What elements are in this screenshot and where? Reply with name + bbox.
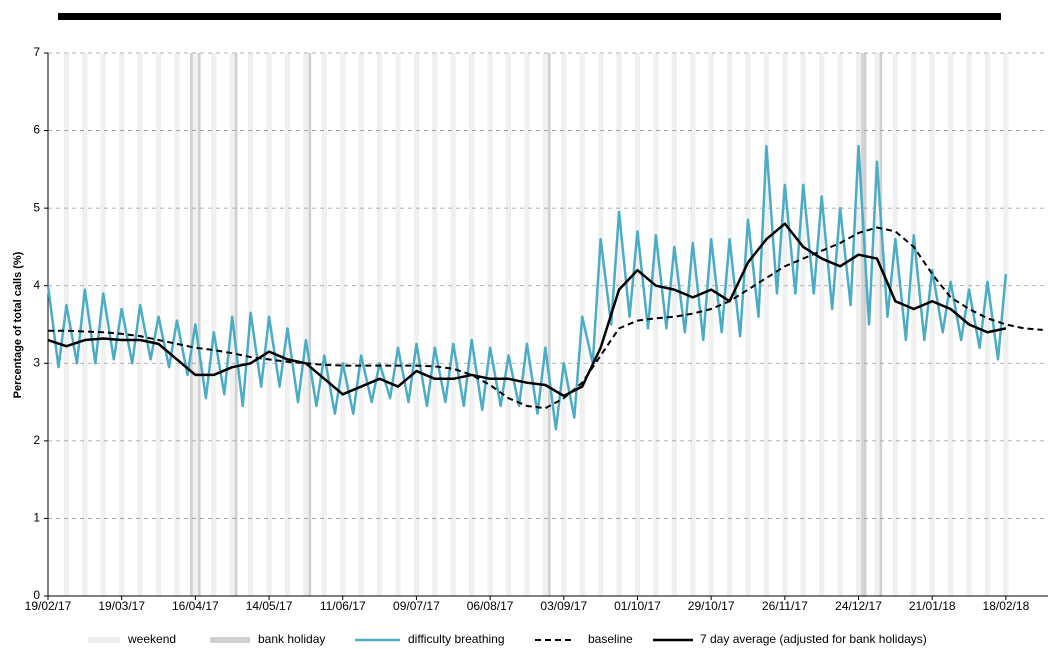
weekend-band xyxy=(432,53,438,596)
x-tick-label: 03/09/17 xyxy=(540,599,587,613)
x-tick-label: 06/08/17 xyxy=(467,599,514,613)
weekend-band xyxy=(837,53,843,596)
bank-holiday-band xyxy=(861,53,864,596)
weekend-band xyxy=(653,53,659,596)
weekend-band xyxy=(82,53,88,596)
header-bar xyxy=(58,13,1001,20)
x-tick-label: 19/02/17 xyxy=(25,599,72,613)
x-tick-label: 26/11/17 xyxy=(762,599,808,613)
legend-label: difficulty breathing xyxy=(408,632,505,646)
weekend-band xyxy=(855,53,862,596)
weekend-band xyxy=(284,53,291,596)
x-tick-label: 09/07/17 xyxy=(393,599,440,613)
series-line xyxy=(46,144,1008,431)
x-tick-label: 16/04/17 xyxy=(172,599,219,613)
weekend-band xyxy=(892,53,898,596)
weekend-band xyxy=(155,53,162,596)
weekend-band xyxy=(726,53,733,596)
weekend-band xyxy=(100,53,106,596)
weekend-band xyxy=(745,53,751,596)
y-tick-label: 7 xyxy=(33,45,40,59)
x-tick-label: 11/06/17 xyxy=(320,599,366,613)
weekend-band xyxy=(63,53,70,596)
weekend-band xyxy=(487,53,493,596)
bank-holiday-band xyxy=(863,53,867,596)
x-tick-label: 18/02/18 xyxy=(983,599,1030,613)
y-tick-label: 0 xyxy=(33,588,40,602)
weekend-band xyxy=(358,53,364,596)
x-tick-label: 24/12/17 xyxy=(835,599,882,613)
legend-label: 7 day average (adjusted for bank holiday… xyxy=(700,632,927,646)
bank-holiday-band xyxy=(879,53,883,596)
weekend-band xyxy=(671,53,677,596)
weekend-band xyxy=(376,53,383,596)
weekend-band xyxy=(1003,53,1009,596)
bank-holiday-band xyxy=(234,53,238,596)
x-tick-label: 21/01/18 xyxy=(909,599,956,613)
weekend-band xyxy=(984,53,991,596)
weekend-band xyxy=(800,53,806,596)
weekend-band xyxy=(321,53,327,596)
x-tick-label: 19/03/17 xyxy=(98,599,145,613)
weekend-band xyxy=(690,53,696,596)
weekend-band xyxy=(211,53,217,596)
weekend-band xyxy=(450,53,456,596)
weekend-band xyxy=(911,53,917,596)
weekend-band xyxy=(598,53,604,596)
weekend-band xyxy=(561,53,567,596)
weekend-band xyxy=(524,53,530,596)
bank-holiday-band xyxy=(548,53,551,596)
x-tick-label: 14/05/17 xyxy=(246,599,293,613)
weekend-band xyxy=(763,53,770,596)
y-tick-label: 2 xyxy=(33,433,40,447)
weekend-band xyxy=(340,53,346,596)
weekend-band xyxy=(469,53,475,596)
weekend-band xyxy=(505,53,512,596)
weekend-band xyxy=(395,53,401,596)
y-tick-label: 1 xyxy=(33,511,40,525)
weekend-band xyxy=(137,53,143,596)
legend-swatch xyxy=(88,637,120,643)
legend-label: baseline xyxy=(588,632,633,646)
weekend-band xyxy=(708,53,714,596)
weekend-band xyxy=(616,53,622,596)
weekend-band xyxy=(413,53,420,596)
y-tick-label: 4 xyxy=(33,278,40,292)
series-line xyxy=(47,222,1007,398)
weekend-band xyxy=(782,53,788,596)
weekend-band xyxy=(119,53,125,596)
bank-holiday-band xyxy=(308,53,312,596)
y-tick-label: 3 xyxy=(33,355,40,369)
legend-swatch xyxy=(210,637,250,643)
bank-holiday-band xyxy=(190,53,193,596)
weekend-band xyxy=(948,53,954,596)
x-tick-label: 29/10/17 xyxy=(688,599,735,613)
y-axis-label: Percentage of total calls (%) xyxy=(12,251,24,398)
weekend-band xyxy=(874,53,880,596)
legend-label: bank holiday xyxy=(258,632,325,646)
weekend-band xyxy=(542,53,548,596)
legend-label: weekend xyxy=(127,632,176,646)
y-tick-label: 6 xyxy=(33,123,40,137)
weekend-band xyxy=(819,53,825,596)
x-tick-label: 01/10/17 xyxy=(614,599,661,613)
weekend-band xyxy=(929,53,935,596)
series-line xyxy=(48,226,1043,410)
bank-holiday-band xyxy=(198,53,201,596)
y-tick-label: 5 xyxy=(33,200,40,214)
weekend-band xyxy=(303,53,309,596)
weekend-band xyxy=(634,53,641,596)
